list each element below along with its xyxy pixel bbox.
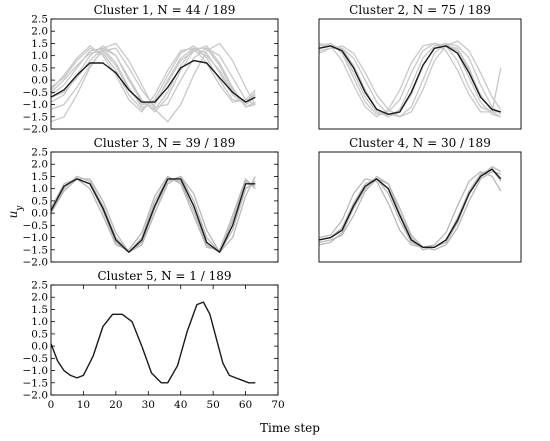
y-tick-label: −1.5 [23, 111, 49, 123]
y-axis-label-sub: y [15, 205, 25, 212]
cluster-panel-3: Cluster 3, N = 39 / 189 2.52.01.51.00.50.… [23, 136, 279, 269]
y-tick-label: 1.5 [31, 38, 48, 50]
y-tick-label: 0.0 [31, 75, 48, 87]
member-series-line [51, 175, 256, 253]
y-tick-label: −0.5 [23, 220, 49, 232]
y-tick-label: 0.5 [31, 62, 48, 74]
mean-series-line [319, 168, 502, 248]
y-tick-label: 1.0 [31, 50, 48, 62]
x-tick-label: 50 [206, 399, 219, 411]
member-series-line [319, 40, 502, 118]
panel-title: Cluster 1, N = 44 / 189 [94, 3, 236, 17]
panel-title: Cluster 4, N = 30 / 189 [349, 136, 491, 150]
member-series-line [319, 42, 501, 118]
member-series-line [319, 42, 502, 118]
y-tick-label: 1.5 [31, 171, 48, 183]
y-tick-label: 2.5 [31, 14, 48, 26]
x-tick-label: 40 [174, 399, 187, 411]
plot-frame [50, 284, 279, 396]
y-tick-label: 0.5 [31, 195, 48, 207]
panel-title: Cluster 5, N = 1 / 189 [97, 269, 231, 283]
panels: Cluster 1, N = 44 / 1892.52.01.51.00.50.… [23, 3, 522, 411]
y-tick-label: −0.5 [23, 353, 49, 365]
y-tick-label: 0.0 [31, 341, 48, 353]
y-tick-label: 2.5 [31, 280, 48, 292]
member-series-line [319, 42, 501, 115]
y-tick-label: 0.0 [31, 208, 48, 220]
x-tick-label: 60 [239, 399, 252, 411]
x-tick-label: 70 [271, 399, 284, 411]
y-tick-label: −1.0 [23, 99, 49, 111]
y-tick-label: 1.5 [31, 304, 48, 316]
member-series-line [51, 47, 256, 111]
y-tick-label: 2.0 [31, 292, 48, 304]
y-tick-label: −2.0 [23, 124, 49, 136]
y-tick-label: −2.0 [23, 257, 49, 269]
y-tick-label: 2.5 [31, 147, 48, 159]
mean-series-line [51, 59, 256, 103]
cluster-panel-5: Cluster 5, N = 1 / 189 2.52.01.51.00.50.0… [23, 269, 285, 411]
y-tick-label: −1.0 [23, 232, 49, 244]
member-series-line [51, 42, 256, 123]
y-tick-label: 1.0 [31, 316, 48, 328]
y-tick-label: −0.5 [23, 87, 49, 99]
member-series-line [319, 168, 502, 248]
cluster-panel-4: Cluster 4, N = 30 / 189 [318, 136, 522, 263]
panel-title: Cluster 2, N = 75 / 189 [349, 3, 491, 17]
series-group [319, 166, 502, 251]
y-tick-label: −1.5 [23, 244, 49, 256]
plot-frame [50, 151, 279, 263]
mean-series-line [51, 301, 256, 384]
y-tick-label: −2.0 [23, 390, 49, 402]
plot-frame [318, 151, 522, 263]
plot-frame [318, 18, 522, 130]
mean-series-line [51, 178, 256, 253]
y-axis-label: uy [6, 205, 25, 219]
series-group [51, 42, 256, 123]
x-tick-label: 10 [77, 399, 90, 411]
y-tick-label: −1.5 [23, 377, 49, 389]
series-group [319, 40, 502, 118]
series-group [51, 301, 256, 384]
member-series-line [51, 45, 256, 111]
cluster-panel-1: Cluster 1, N = 44 / 189 2.52.01.51.00.50.… [23, 3, 279, 136]
panel-title: Cluster 3, N = 39 / 189 [94, 136, 236, 150]
cluster-panel-2: Cluster 2, N = 75 / 189 [318, 3, 522, 130]
y-tick-label: 2.0 [31, 26, 48, 38]
member-series-line [319, 170, 501, 251]
member-series-line [319, 170, 502, 248]
series-group [51, 175, 256, 253]
plot-frame [50, 18, 279, 130]
member-series-line [319, 42, 502, 118]
x-tick-label: 30 [142, 399, 155, 411]
y-tick-label: 2.0 [31, 159, 48, 171]
y-tick-label: 0.5 [31, 328, 48, 340]
x-tick-label: 20 [109, 399, 122, 411]
member-series-line [51, 175, 256, 251]
mean-series-line [319, 45, 501, 115]
y-tick-label: 1.0 [31, 183, 48, 195]
y-axis-label-main: u [6, 211, 20, 219]
y-tick-label: −1.0 [23, 365, 49, 377]
member-series-line [51, 45, 256, 113]
x-tick-label: 0 [48, 399, 55, 411]
x-axis-label: Time step [260, 421, 320, 435]
member-series-line [51, 175, 256, 253]
